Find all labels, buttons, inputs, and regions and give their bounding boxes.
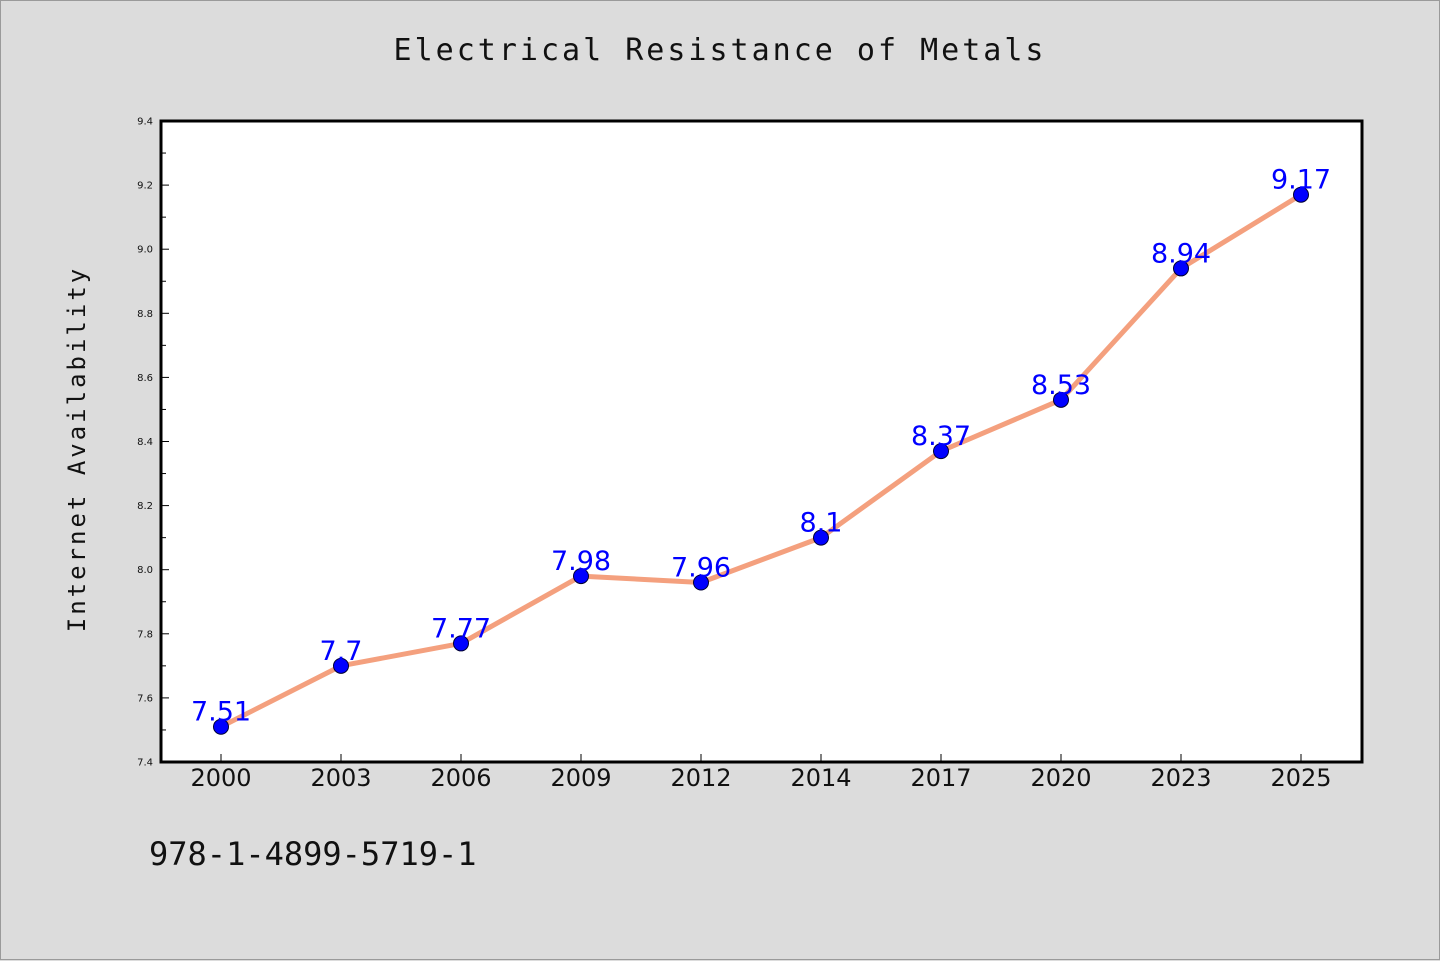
data-point (1173, 260, 1189, 277)
data-point (573, 568, 589, 585)
y-tick-label: 7.4 (137, 758, 153, 769)
data-label: 7.77 (431, 613, 491, 644)
data-label: 7.98 (551, 546, 611, 577)
y-tick-label: 7.8 (137, 629, 153, 640)
x-tick-label: 2012 (670, 764, 731, 792)
y-tick-label: 8.4 (137, 437, 153, 448)
x-tick-label: 2023 (1150, 764, 1211, 792)
data-label: 7.51 (191, 697, 251, 728)
x-tick-label: 2009 (550, 764, 611, 792)
chart-title: Electrical Resistance of Metals (393, 33, 1047, 68)
data-label: 8.53 (1031, 370, 1091, 401)
data-point (453, 635, 469, 652)
plot-area (159, 119, 1364, 764)
y-tick-label: 8.0 (137, 565, 153, 576)
y-tick-label: 8.8 (137, 309, 153, 320)
data-label: 8.37 (911, 421, 971, 452)
y-tick-label: 9.2 (137, 181, 153, 192)
data-point (213, 718, 229, 735)
data-point (933, 443, 949, 460)
x-tick-label: 2020 (1030, 764, 1091, 792)
data-label: 9.17 (1271, 165, 1331, 196)
data-label: 8.1 (800, 508, 843, 539)
y-tick-label: 9.0 (137, 245, 153, 256)
series-line (218, 192, 1304, 730)
y-tick-label: 8.6 (137, 373, 153, 384)
data-point (693, 574, 709, 591)
data-label: 7.96 (671, 553, 731, 584)
data-point (1293, 186, 1309, 203)
y-tick-label: 7.6 (137, 693, 153, 704)
y-tick-label: 9.4 (137, 117, 153, 128)
x-tick-label: 2003 (310, 764, 371, 792)
x-tick-label: 2000 (190, 764, 251, 792)
x-tick-label: 2017 (910, 764, 971, 792)
data-point (333, 657, 349, 674)
x-tick-label: 2025 (1270, 764, 1331, 792)
data-point (1053, 391, 1069, 408)
data-point (813, 529, 829, 546)
data-label: 7.7 (320, 636, 363, 667)
data-label: 8.94 (1151, 238, 1211, 269)
y-tick-label: 8.2 (137, 501, 153, 512)
x-tick-label: 2006 (430, 764, 491, 792)
isbn-footer: 978-1-4899-5719-1 (149, 835, 477, 873)
x-tick-label: 2014 (790, 764, 851, 792)
